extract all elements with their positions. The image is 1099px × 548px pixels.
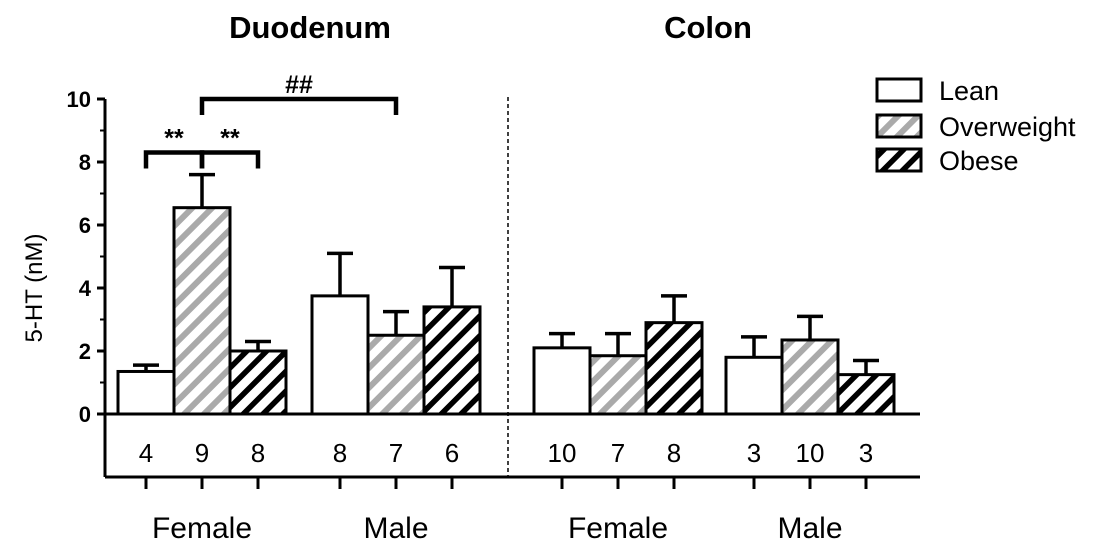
n-label: 7 <box>389 438 403 468</box>
significance-label: ## <box>285 71 313 99</box>
n-label: 10 <box>548 438 577 468</box>
y-tick-label: 8 <box>79 150 91 175</box>
bar-duodenum-female-lean <box>116 369 176 416</box>
n-label: 9 <box>195 438 209 468</box>
bar-duodenum-male-overweight <box>366 333 426 416</box>
n-label: 6 <box>445 438 459 468</box>
significance-bracket <box>143 150 205 169</box>
legend-label-obese: Obese <box>939 146 1019 176</box>
y-tick-labels: 0 2 4 6 8 10 <box>67 87 92 427</box>
error-bars <box>133 172 879 375</box>
legend-swatch-overweight <box>875 113 923 139</box>
bar-duodenum-male-lean <box>310 294 370 416</box>
y-tick-label: 10 <box>67 87 91 112</box>
y-tick-label: 0 <box>79 402 91 427</box>
significance-bracket <box>199 96 399 115</box>
n-label: 4 <box>139 438 153 468</box>
bar-colon-female-overweight <box>588 354 648 416</box>
n-label: 8 <box>667 438 681 468</box>
group-label-colon-male: Male <box>777 512 842 545</box>
panel-title-colon: Colon <box>664 10 752 45</box>
y-tick-label: 6 <box>79 213 91 238</box>
n-label: 10 <box>796 438 825 468</box>
y-ticks <box>97 97 105 416</box>
bar-colon-male-lean <box>724 355 784 416</box>
y-tick-label: 4 <box>79 276 92 301</box>
legend-swatch-lean <box>875 77 923 103</box>
group-label-duodenum-female: Female <box>152 512 252 545</box>
n-label: 8 <box>333 438 347 468</box>
bar-colon-male-obese <box>836 373 896 416</box>
significance-label: ** <box>220 125 240 153</box>
y-axis-label: 5-HT (nM) <box>21 234 48 343</box>
bar-colon-male-overweight <box>780 338 840 416</box>
legend-swatch-obese <box>875 147 923 173</box>
group-label-colon-female: Female <box>568 512 668 545</box>
n-labels: 4 9 8 8 7 6 10 7 8 3 10 3 <box>139 438 873 468</box>
panel-title-duodenum: Duodenum <box>229 10 391 45</box>
n-label: 3 <box>859 438 873 468</box>
significance-annotations: ** ** ## <box>143 71 399 169</box>
bar-colon-female-obese <box>644 321 704 416</box>
group-label-duodenum-male: Male <box>363 512 428 545</box>
legend-label-lean: Lean <box>939 76 999 106</box>
n-label: 3 <box>747 438 761 468</box>
bar-duodenum-male-obese <box>422 305 482 416</box>
y-tick-label: 2 <box>79 339 91 364</box>
legend: Lean Overweight Obese <box>875 76 1076 176</box>
x-ticks <box>144 477 868 489</box>
n-label: 7 <box>611 438 625 468</box>
significance-label: ** <box>164 125 184 153</box>
bar-duodenum-female-obese <box>228 349 288 416</box>
significance-bracket <box>199 150 261 169</box>
bar-duodenum-female-overweight <box>172 206 232 416</box>
n-label: 8 <box>251 438 265 468</box>
legend-label-overweight: Overweight <box>939 112 1076 142</box>
bars <box>116 206 896 416</box>
bar-colon-female-lean <box>532 346 592 416</box>
